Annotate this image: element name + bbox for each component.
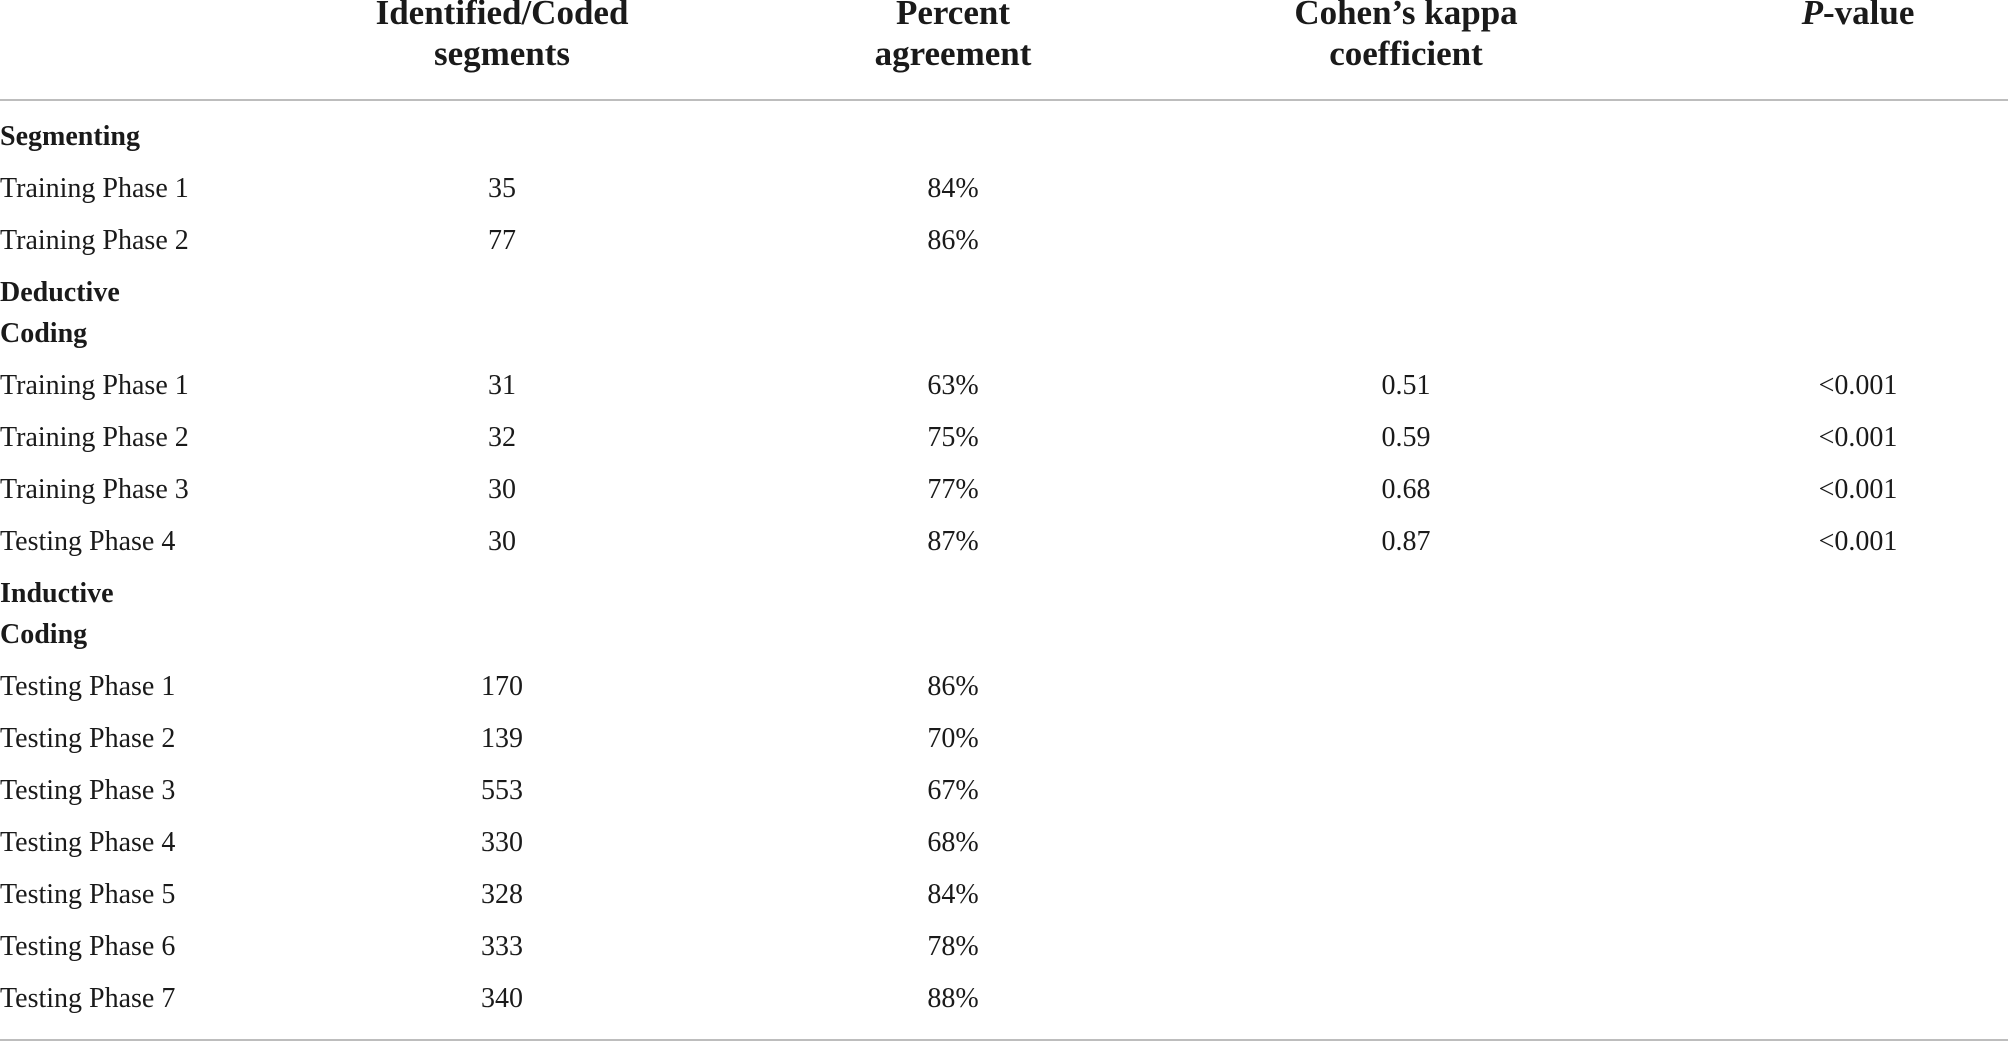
cell-percent: 70% — [927, 723, 979, 754]
row-label: Testing Phase 5 — [0, 879, 176, 910]
table-row: Training Phase 2 32 75% 0.59 <0.001 — [0, 412, 2008, 464]
row-label: Testing Phase 7 — [0, 983, 176, 1014]
cell-percent: 88% — [927, 983, 979, 1014]
section-title: Deductive Coding — [0, 272, 120, 354]
table-row: Testing Phase 5 328 84% — [0, 869, 2008, 921]
row-label: Training Phase 2 — [0, 422, 189, 453]
cell-segments: 32 — [488, 422, 516, 453]
cell-segments: 170 — [481, 671, 523, 702]
section-title: Segmenting — [0, 111, 140, 163]
cell-pvalue: <0.001 — [1818, 526, 1898, 557]
cell-kappa: 0.87 — [1381, 526, 1431, 557]
row-label: Training Phase 1 — [0, 173, 189, 204]
header-kappa-line-2: coefficient — [1329, 34, 1483, 73]
cell-segments: 340 — [481, 983, 523, 1014]
table-row: Testing Phase 2 139 70% — [0, 713, 2008, 765]
cell-segments: 35 — [488, 173, 516, 204]
cell-percent: 68% — [927, 827, 979, 858]
cell-segments: 553 — [481, 775, 523, 806]
table-row: Training Phase 1 35 84% — [0, 163, 2008, 215]
table-row: Testing Phase 4 30 87% 0.87 <0.001 — [0, 516, 2008, 568]
table-row: Testing Phase 1 170 86% — [0, 661, 2008, 713]
table-header: Identified/Coded segments Percent agreem… — [0, 0, 2008, 101]
section-title-line: Inductive — [0, 578, 114, 609]
table-row: Testing Phase 7 340 88% — [0, 973, 2008, 1025]
section-title-line: Coding — [0, 318, 88, 349]
section-row: Deductive Coding — [0, 267, 2008, 360]
header-percent-line-2: agreement — [874, 34, 1032, 73]
header-kappa: Cohen’s kappa coefficient — [1206, 0, 1606, 74]
header-segments-line-1: Identified/Coded — [375, 0, 629, 32]
header-percent-line-1: Percent — [895, 0, 1010, 32]
section-row: Segmenting — [0, 111, 2008, 163]
cell-segments: 31 — [488, 370, 516, 401]
cell-percent: 63% — [927, 370, 979, 401]
section-title-line: Deductive — [0, 277, 120, 308]
table-row: Testing Phase 6 333 78% — [0, 921, 2008, 973]
cell-segments: 330 — [481, 827, 523, 858]
cell-pvalue: <0.001 — [1818, 474, 1898, 505]
row-label: Testing Phase 3 — [0, 775, 176, 806]
cell-segments: 333 — [481, 931, 523, 962]
table-body: Segmenting Training Phase 1 35 84% Training … — [0, 111, 2008, 1025]
cell-percent: 87% — [927, 526, 979, 557]
table-row: Testing Phase 4 330 68% — [0, 817, 2008, 869]
header-kappa-line-1: Cohen’s kappa — [1294, 0, 1518, 32]
row-label: Testing Phase 4 — [0, 526, 176, 557]
cell-percent: 86% — [927, 671, 979, 702]
row-label: Training Phase 3 — [0, 474, 189, 505]
cell-percent: 84% — [927, 173, 979, 204]
cell-percent: 84% — [927, 879, 979, 910]
row-label: Testing Phase 4 — [0, 827, 176, 858]
table-row: Training Phase 2 77 86% — [0, 215, 2008, 267]
table-row: Testing Phase 3 553 67% — [0, 765, 2008, 817]
cell-segments: 30 — [488, 474, 516, 505]
cell-percent: 86% — [927, 225, 979, 256]
cell-kappa: 0.51 — [1381, 370, 1431, 401]
header-pvalue-italic: P — [1801, 0, 1823, 32]
cell-percent: 75% — [927, 422, 979, 453]
section-title: Inductive Coding — [0, 573, 114, 655]
cell-pvalue: <0.001 — [1818, 422, 1898, 453]
cell-kappa: 0.68 — [1381, 474, 1431, 505]
table-row: Training Phase 1 31 63% 0.51 <0.001 — [0, 360, 2008, 412]
cell-percent: 77% — [927, 474, 979, 505]
cell-segments: 30 — [488, 526, 516, 557]
cell-pvalue: <0.001 — [1818, 370, 1898, 401]
cell-kappa: 0.59 — [1381, 422, 1431, 453]
header-pvalue: P-value — [1658, 0, 2008, 33]
section-row: Inductive Coding — [0, 568, 2008, 661]
header-segments: Identified/Coded segments — [302, 0, 702, 74]
cell-segments: 77 — [488, 225, 516, 256]
cell-segments: 139 — [481, 723, 523, 754]
cell-percent: 67% — [927, 775, 979, 806]
section-title-line: Segmenting — [0, 121, 140, 152]
row-label: Testing Phase 1 — [0, 671, 176, 702]
header-pvalue-rest: -value — [1823, 0, 1915, 32]
row-label: Testing Phase 6 — [0, 931, 176, 962]
header-percent: Percent agreement — [753, 0, 1153, 74]
cell-percent: 78% — [927, 931, 979, 962]
cell-segments: 328 — [481, 879, 523, 910]
row-label: Training Phase 1 — [0, 370, 189, 401]
section-title-line: Coding — [0, 619, 88, 650]
row-label: Testing Phase 2 — [0, 723, 176, 754]
row-label: Training Phase 2 — [0, 225, 189, 256]
bottom-rule — [0, 1039, 2008, 1041]
header-pvalue-line: P-value — [1658, 0, 2008, 33]
table-row: Training Phase 3 30 77% 0.68 <0.001 — [0, 464, 2008, 516]
header-segments-line-2: segments — [433, 34, 571, 73]
